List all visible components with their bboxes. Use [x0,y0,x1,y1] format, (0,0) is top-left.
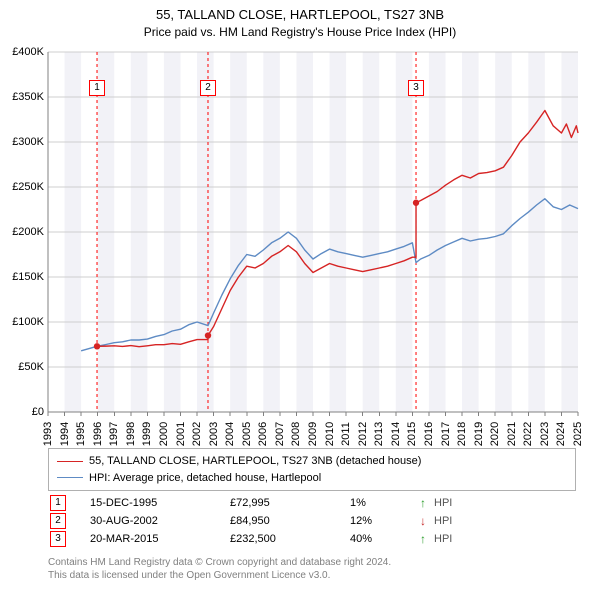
x-axis-tick-label: 1996 [92,422,104,446]
x-axis-tick-label: 2015 [406,422,418,446]
y-axis-tick-label: £350K [2,91,44,103]
legend-label-hpi: HPI: Average price, detached house, Hart… [89,470,321,487]
transaction-price: £72,995 [230,494,350,512]
x-axis-tick-label: 2002 [191,422,203,446]
transaction-price: £84,950 [230,512,350,530]
x-axis-tick-label: 1999 [141,422,153,446]
transaction-date: 15-DEC-1995 [90,494,230,512]
y-axis-tick-label: £50K [2,361,44,373]
chart-svg [48,52,578,412]
x-axis-tick-label: 2022 [522,422,534,446]
x-axis-tick-label: 2019 [473,422,485,446]
y-axis-tick-label: £0 [2,406,44,418]
transaction-pct: 12% [350,512,420,530]
legend-swatch-property [57,461,83,462]
x-axis-tick-label: 1993 [42,422,54,446]
legend-box: 55, TALLAND CLOSE, HARTLEPOOL, TS27 3NB … [48,448,576,491]
transaction-row: 2 30-AUG-2002£84,95012%↓HPI [48,512,474,530]
legend-swatch-hpi [57,477,83,478]
x-axis-tick-label: 2012 [357,422,369,446]
x-axis-tick-label: 2010 [324,422,336,446]
transaction-marker: 3 [50,531,66,547]
x-axis-tick-label: 2020 [489,422,501,446]
x-axis-tick-label: 1997 [108,422,120,446]
legend-row-hpi: HPI: Average price, detached house, Hart… [57,470,567,487]
transaction-pct: 1% [350,494,420,512]
arrow-up-icon: ↑ [420,494,434,513]
transaction-marker: 1 [50,495,66,511]
x-axis-tick-label: 2023 [539,422,551,446]
title-block: 55, TALLAND CLOSE, HARTLEPOOL, TS27 3NB … [0,0,600,40]
chart-sale-marker: 3 [408,80,424,96]
footer-attribution: Contains HM Land Registry data © Crown c… [48,556,391,582]
x-axis-tick-label: 2017 [440,422,452,446]
y-axis-tick-label: £250K [2,181,44,193]
transaction-price: £232,500 [230,530,350,548]
x-axis-tick-label: 2016 [423,422,435,446]
legend-row-property: 55, TALLAND CLOSE, HARTLEPOOL, TS27 3NB … [57,453,567,470]
x-axis-tick-label: 1998 [125,422,137,446]
footer-line-1: Contains HM Land Registry data © Crown c… [48,556,391,569]
x-axis-tick-label: 2006 [257,422,269,446]
x-axis-tick-label: 2007 [274,422,286,446]
x-axis-tick-label: 2009 [307,422,319,446]
title-main: 55, TALLAND CLOSE, HARTLEPOOL, TS27 3NB [0,6,600,24]
x-axis-tick-label: 2018 [456,422,468,446]
chart-sale-marker: 2 [200,80,216,96]
y-axis-tick-label: £400K [2,46,44,58]
x-axis-tick-label: 2000 [158,422,170,446]
title-sub: Price paid vs. HM Land Registry's House … [0,24,600,40]
x-axis-tick-label: 1995 [75,422,87,446]
y-axis-tick-label: £300K [2,136,44,148]
x-axis-tick-label: 2013 [373,422,385,446]
transaction-hpi-label: HPI [434,512,474,530]
arrow-down-icon: ↓ [420,512,434,531]
x-axis-tick-label: 1994 [59,422,71,446]
legend-label-property: 55, TALLAND CLOSE, HARTLEPOOL, TS27 3NB … [89,453,421,470]
y-axis-tick-label: £200K [2,226,44,238]
transaction-pct: 40% [350,530,420,548]
transaction-date: 30-AUG-2002 [90,512,230,530]
transaction-row: 3 20-MAR-2015£232,50040%↑HPI [48,530,474,548]
x-axis-tick-label: 2004 [224,422,236,446]
y-axis-tick-label: £100K [2,316,44,328]
transaction-hpi-label: HPI [434,530,474,548]
transaction-hpi-label: HPI [434,494,474,512]
transaction-date: 20-MAR-2015 [90,530,230,548]
chart-plot-area: £0£50K£100K£150K£200K£250K£300K£350K£400… [48,52,578,412]
x-axis-tick-label: 2021 [506,422,518,446]
transaction-marker: 2 [50,513,66,529]
x-axis-tick-label: 2008 [290,422,302,446]
footer-line-2: This data is licensed under the Open Gov… [48,569,391,582]
y-axis-tick-label: £150K [2,271,44,283]
chart-container: 55, TALLAND CLOSE, HARTLEPOOL, TS27 3NB … [0,0,600,590]
arrow-up-icon: ↑ [420,530,434,549]
x-axis-tick-label: 2024 [555,422,567,446]
x-axis-tick-label: 2011 [340,422,352,446]
x-axis-tick-label: 2001 [175,422,187,446]
x-axis-tick-label: 2025 [572,422,584,446]
x-axis-tick-label: 2003 [208,422,220,446]
chart-sale-marker: 1 [89,80,105,96]
x-axis-tick-label: 2014 [390,422,402,446]
transaction-row: 1 15-DEC-1995£72,9951%↑HPI [48,494,474,512]
x-axis-tick-label: 2005 [241,422,253,446]
transactions-table: 1 15-DEC-1995£72,9951%↑HPI 2 30-AUG-2002£84… [48,494,474,548]
